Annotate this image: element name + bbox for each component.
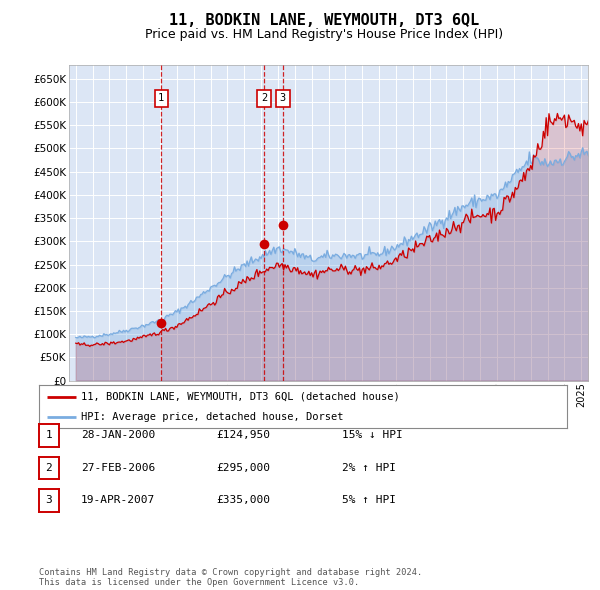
Text: 19-APR-2007: 19-APR-2007 [81,496,155,505]
Text: 3: 3 [46,496,52,505]
Text: 2: 2 [46,463,52,473]
Text: £335,000: £335,000 [216,496,270,505]
Text: HPI: Average price, detached house, Dorset: HPI: Average price, detached house, Dors… [81,412,344,422]
Text: £124,950: £124,950 [216,431,270,440]
Text: 11, BODKIN LANE, WEYMOUTH, DT3 6QL: 11, BODKIN LANE, WEYMOUTH, DT3 6QL [169,13,479,28]
Text: 2: 2 [261,93,267,103]
Text: Price paid vs. HM Land Registry's House Price Index (HPI): Price paid vs. HM Land Registry's House … [145,28,503,41]
Text: 1: 1 [46,431,52,440]
Text: 2% ↑ HPI: 2% ↑ HPI [342,463,396,473]
Text: 15% ↓ HPI: 15% ↓ HPI [342,431,403,440]
Text: 3: 3 [280,93,286,103]
Text: 11, BODKIN LANE, WEYMOUTH, DT3 6QL (detached house): 11, BODKIN LANE, WEYMOUTH, DT3 6QL (deta… [81,392,400,402]
Text: 27-FEB-2006: 27-FEB-2006 [81,463,155,473]
Text: 28-JAN-2000: 28-JAN-2000 [81,431,155,440]
Text: 1: 1 [158,93,164,103]
Text: £295,000: £295,000 [216,463,270,473]
Text: Contains HM Land Registry data © Crown copyright and database right 2024.
This d: Contains HM Land Registry data © Crown c… [39,568,422,587]
Text: 5% ↑ HPI: 5% ↑ HPI [342,496,396,505]
